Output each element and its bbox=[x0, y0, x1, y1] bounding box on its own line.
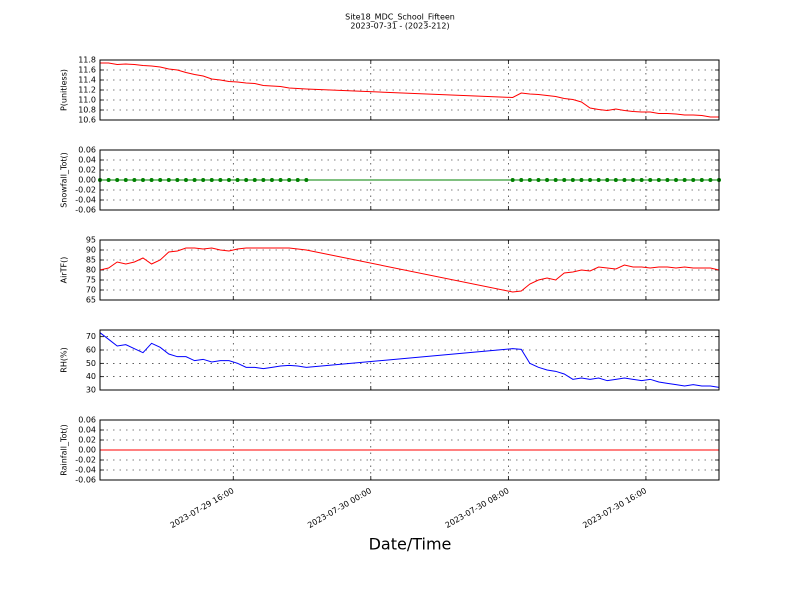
data-point bbox=[648, 178, 653, 182]
y-tick-label: 11.0 bbox=[78, 96, 96, 105]
y-tick-label: -0.04 bbox=[75, 196, 96, 205]
y-tick-label: 11.6 bbox=[78, 66, 96, 75]
data-point bbox=[527, 178, 532, 182]
data-point bbox=[235, 178, 240, 182]
data-point bbox=[545, 178, 550, 182]
data-point bbox=[656, 178, 661, 182]
y-axis-label: RH(%) bbox=[60, 347, 69, 372]
data-point bbox=[304, 178, 309, 182]
data-point bbox=[691, 178, 696, 182]
data-point bbox=[218, 178, 223, 182]
y-tick-label: 0.06 bbox=[78, 416, 96, 425]
data-point bbox=[183, 178, 188, 182]
y-axis-label: Rainfall_Tot() bbox=[60, 424, 69, 476]
data-point bbox=[252, 178, 257, 182]
data-point bbox=[665, 178, 670, 182]
data-point bbox=[132, 178, 137, 182]
y-tick-label: 0.04 bbox=[78, 156, 96, 165]
y-tick-label: 90 bbox=[86, 246, 96, 255]
data-point bbox=[226, 178, 231, 182]
plot-frame bbox=[99, 149, 720, 211]
plot-frame bbox=[99, 419, 720, 481]
data-point bbox=[622, 178, 627, 182]
y-tick-label: -0.06 bbox=[75, 206, 96, 215]
y-tick-label: 70 bbox=[86, 332, 96, 341]
y-tick-label: 0.06 bbox=[78, 146, 96, 155]
y-axis-label: Snowfall_Tot() bbox=[60, 152, 69, 208]
data-point bbox=[123, 178, 128, 182]
y-tick-label: 11.2 bbox=[78, 86, 96, 95]
data-line bbox=[100, 62, 719, 118]
y-tick-label: 0.02 bbox=[78, 436, 96, 445]
data-point bbox=[570, 178, 575, 182]
y-tick-label: 0.04 bbox=[78, 426, 96, 435]
y-tick-label: -0.02 bbox=[75, 186, 96, 195]
y-tick-label: -0.06 bbox=[75, 476, 96, 485]
data-point bbox=[115, 178, 120, 182]
data-point bbox=[192, 178, 197, 182]
y-tick-label: 11.4 bbox=[78, 76, 96, 85]
data-point bbox=[536, 178, 541, 182]
data-point bbox=[175, 178, 180, 182]
data-point bbox=[682, 178, 687, 182]
data-point bbox=[699, 178, 704, 182]
y-tick-label: 30 bbox=[86, 386, 96, 395]
y-tick-label: 11.8 bbox=[78, 56, 96, 65]
data-point bbox=[140, 178, 145, 182]
y-tick-label: 0.00 bbox=[78, 176, 96, 185]
data-point bbox=[588, 178, 593, 182]
y-tick-label: -0.02 bbox=[75, 456, 96, 465]
data-line bbox=[99, 332, 720, 388]
y-tick-label: 40 bbox=[86, 372, 96, 381]
plot-frame bbox=[99, 59, 720, 121]
data-point bbox=[562, 178, 567, 182]
y-tick-label: 0.00 bbox=[78, 446, 96, 455]
data-point bbox=[579, 178, 584, 182]
data-point bbox=[287, 178, 292, 182]
data-point bbox=[596, 178, 601, 182]
data-point bbox=[261, 178, 266, 182]
y-tick-label: 70 bbox=[86, 286, 96, 295]
data-point bbox=[166, 178, 171, 182]
data-point bbox=[269, 178, 274, 182]
data-point bbox=[149, 178, 154, 182]
x-axis-label: Date/Time bbox=[369, 535, 452, 554]
data-line bbox=[99, 247, 720, 293]
data-point bbox=[708, 178, 713, 182]
y-axis-label: AirTF() bbox=[60, 257, 69, 284]
data-point bbox=[106, 178, 111, 182]
plot-frame bbox=[99, 329, 720, 391]
data-point bbox=[639, 178, 644, 182]
data-point bbox=[295, 178, 300, 182]
chart-title: Site18_MDC_School_Fifteen bbox=[345, 13, 455, 22]
y-tick-label: -0.04 bbox=[75, 466, 96, 475]
y-tick-label: 95 bbox=[86, 236, 96, 245]
data-point bbox=[674, 178, 679, 182]
y-tick-label: 60 bbox=[86, 346, 96, 355]
data-point bbox=[209, 178, 214, 182]
y-tick-label: 85 bbox=[86, 256, 96, 265]
y-tick-label: 10.6 bbox=[78, 116, 96, 125]
data-point bbox=[519, 178, 524, 182]
data-point bbox=[510, 178, 515, 182]
data-point bbox=[613, 178, 618, 182]
data-point bbox=[244, 178, 249, 182]
data-point bbox=[605, 178, 610, 182]
chart-subtitle: 2023-07-31 - (2023-212) bbox=[350, 22, 449, 31]
y-axis-label: P(unitless) bbox=[60, 69, 69, 111]
data-point bbox=[553, 178, 558, 182]
data-point bbox=[201, 178, 206, 182]
y-tick-label: 0.02 bbox=[78, 166, 96, 175]
data-point bbox=[278, 178, 283, 182]
y-tick-label: 65 bbox=[86, 296, 96, 305]
y-tick-label: 10.8 bbox=[78, 106, 96, 115]
plot-frame bbox=[99, 239, 720, 301]
y-tick-label: 50 bbox=[86, 359, 96, 368]
y-tick-label: 75 bbox=[86, 276, 96, 285]
data-point bbox=[631, 178, 636, 182]
data-point bbox=[158, 178, 163, 182]
y-tick-label: 80 bbox=[86, 266, 96, 275]
